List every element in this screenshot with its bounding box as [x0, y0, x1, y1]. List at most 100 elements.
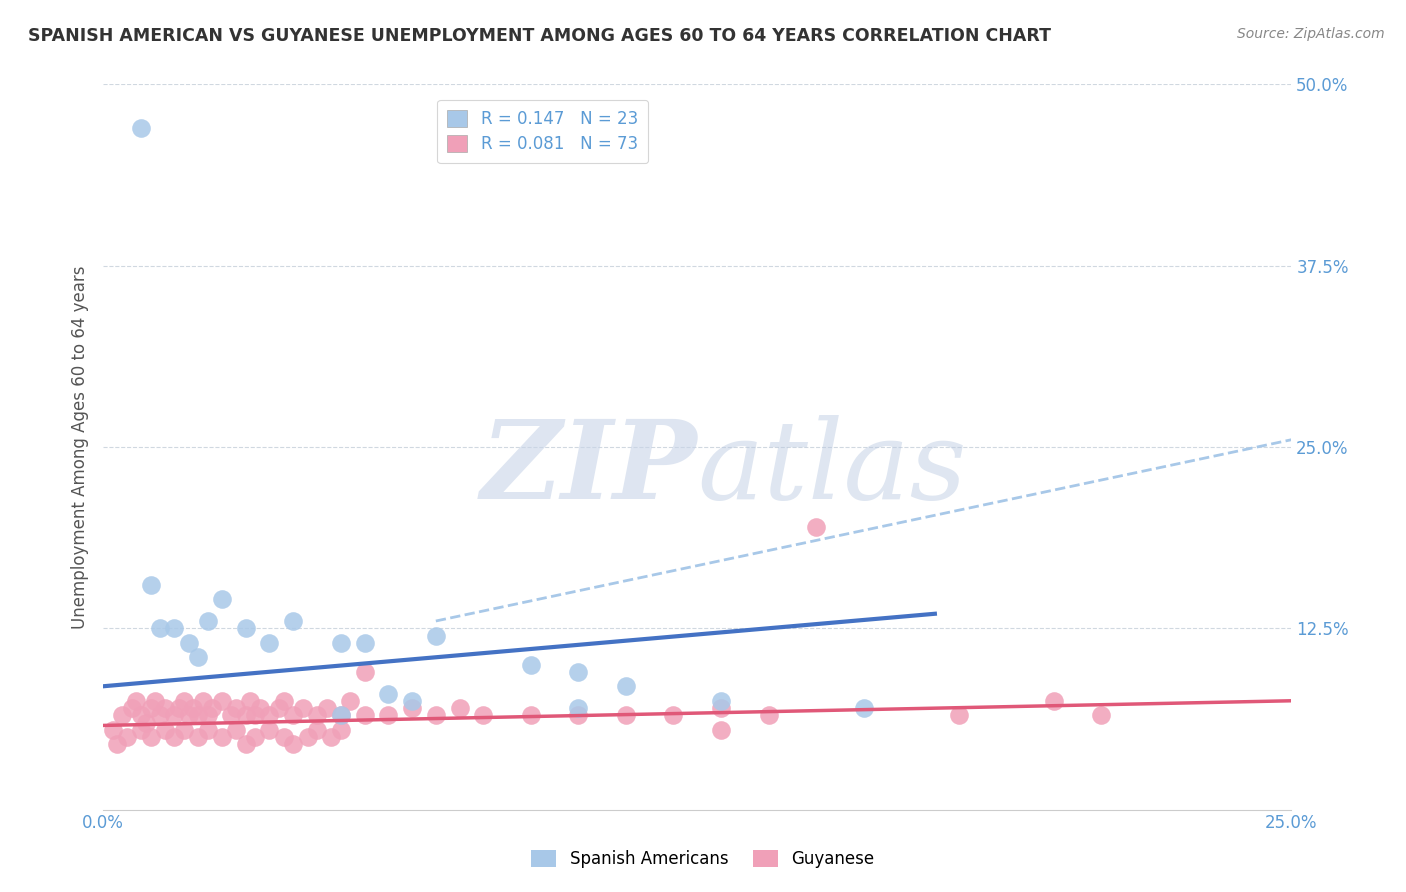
Point	[201, 701, 224, 715]
Point	[1042, 694, 1064, 708]
Point	[177, 636, 200, 650]
Point	[163, 621, 186, 635]
Point	[139, 730, 162, 744]
Point	[353, 665, 375, 679]
Point	[305, 708, 328, 723]
Point	[283, 737, 305, 751]
Point	[187, 708, 209, 723]
Point	[259, 708, 281, 723]
Legend: R = 0.147   N = 23, R = 0.081   N = 73: R = 0.147 N = 23, R = 0.081 N = 73	[437, 100, 648, 163]
Point	[297, 730, 319, 744]
Point	[239, 694, 262, 708]
Point	[225, 701, 247, 715]
Point	[710, 723, 733, 737]
Point	[520, 708, 543, 723]
Point	[948, 708, 970, 723]
Point	[283, 708, 305, 723]
Point	[305, 723, 328, 737]
Point	[321, 730, 343, 744]
Point	[329, 708, 352, 723]
Point	[129, 120, 152, 135]
Point	[135, 715, 157, 730]
Point	[235, 708, 257, 723]
Point	[211, 592, 233, 607]
Point	[567, 708, 589, 723]
Point	[614, 708, 637, 723]
Point	[283, 614, 305, 628]
Point	[153, 723, 176, 737]
Point	[852, 701, 875, 715]
Point	[425, 628, 447, 642]
Point	[149, 708, 172, 723]
Point	[273, 694, 295, 708]
Point	[472, 708, 495, 723]
Point	[315, 701, 337, 715]
Point	[1090, 708, 1112, 723]
Point	[273, 730, 295, 744]
Point	[111, 708, 134, 723]
Point	[129, 723, 152, 737]
Point	[710, 701, 733, 715]
Point	[758, 708, 780, 723]
Point	[197, 708, 219, 723]
Point	[339, 694, 361, 708]
Point	[662, 708, 685, 723]
Point	[129, 708, 152, 723]
Point	[115, 730, 138, 744]
Point	[353, 708, 375, 723]
Point	[567, 665, 589, 679]
Point	[225, 723, 247, 737]
Point	[197, 723, 219, 737]
Point	[353, 636, 375, 650]
Point	[291, 701, 314, 715]
Point	[449, 701, 471, 715]
Point	[101, 723, 124, 737]
Point	[401, 694, 423, 708]
Point	[145, 694, 167, 708]
Point	[329, 708, 352, 723]
Point	[149, 621, 172, 635]
Text: atlas: atlas	[697, 415, 967, 523]
Point	[425, 708, 447, 723]
Point	[259, 723, 281, 737]
Point	[139, 578, 162, 592]
Text: SPANISH AMERICAN VS GUYANESE UNEMPLOYMENT AMONG AGES 60 TO 64 YEARS CORRELATION : SPANISH AMERICAN VS GUYANESE UNEMPLOYMEN…	[28, 27, 1052, 45]
Point	[173, 694, 195, 708]
Point	[245, 730, 267, 744]
Point	[614, 679, 637, 693]
Point	[211, 730, 233, 744]
Point	[259, 636, 281, 650]
Point	[191, 694, 214, 708]
Point	[235, 737, 257, 751]
Text: ZIP: ZIP	[481, 415, 697, 523]
Point	[329, 636, 352, 650]
Y-axis label: Unemployment Among Ages 60 to 64 years: Unemployment Among Ages 60 to 64 years	[72, 265, 89, 629]
Point	[163, 708, 186, 723]
Point	[173, 723, 195, 737]
Point	[121, 701, 143, 715]
Point	[177, 708, 200, 723]
Point	[377, 708, 399, 723]
Point	[183, 701, 205, 715]
Point	[125, 694, 148, 708]
Point	[520, 657, 543, 672]
Point	[267, 701, 290, 715]
Point	[710, 694, 733, 708]
Point	[187, 730, 209, 744]
Point	[329, 723, 352, 737]
Point	[401, 701, 423, 715]
Point	[187, 650, 209, 665]
Text: Source: ZipAtlas.com: Source: ZipAtlas.com	[1237, 27, 1385, 41]
Point	[567, 701, 589, 715]
Point	[167, 701, 190, 715]
Point	[153, 701, 176, 715]
Point	[163, 730, 186, 744]
Legend: Spanish Americans, Guyanese: Spanish Americans, Guyanese	[524, 843, 882, 875]
Point	[804, 520, 827, 534]
Point	[105, 737, 128, 751]
Point	[245, 708, 267, 723]
Point	[377, 686, 399, 700]
Point	[197, 614, 219, 628]
Point	[221, 708, 243, 723]
Point	[139, 701, 162, 715]
